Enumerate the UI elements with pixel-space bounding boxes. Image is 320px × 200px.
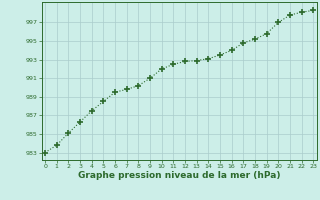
- X-axis label: Graphe pression niveau de la mer (hPa): Graphe pression niveau de la mer (hPa): [78, 171, 280, 180]
